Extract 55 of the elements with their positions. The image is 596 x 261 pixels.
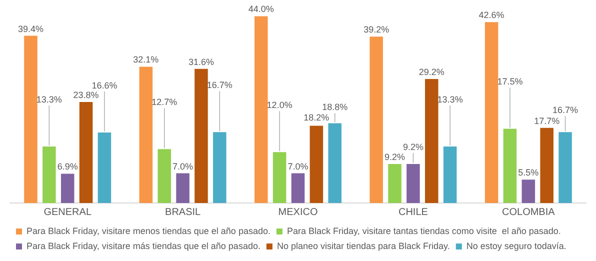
x-tick-label: MEXICO: [278, 206, 318, 218]
data-label: 18.8%: [322, 102, 348, 112]
x-tick-label: CHILE: [398, 206, 428, 218]
bar: [310, 126, 324, 203]
data-label: 42.6%: [478, 10, 504, 20]
data-label: 16.7%: [552, 105, 578, 116]
x-tick-label: BRASIL: [165, 206, 202, 218]
legend-label: No estoy seguro todavía.: [466, 240, 566, 251]
bar: [24, 36, 38, 203]
data-label: 7.0%: [172, 161, 194, 172]
bar: [291, 173, 305, 203]
data-label: 9.2%: [384, 152, 406, 162]
data-label: 32.1%: [133, 54, 159, 65]
data-label: 17.7%: [534, 116, 560, 126]
bar: [484, 22, 498, 203]
x-tick-label: COLOMBIA: [502, 206, 556, 218]
data-label: 31.6%: [188, 56, 214, 67]
legend-label: No planeo visitar tiendas para Black Friday.: [276, 240, 450, 251]
bar: [443, 146, 457, 203]
bar: [194, 68, 208, 203]
bar: [406, 164, 420, 203]
bar: [540, 128, 554, 203]
bar: [370, 36, 383, 203]
bar: [503, 128, 517, 203]
bar: [272, 152, 286, 203]
legend-label: Para Black Friday, visitare tantas tiendas como visite el año pasado.: [286, 226, 561, 236]
bar: [60, 174, 74, 203]
data-label: 44.0%: [248, 4, 274, 14]
data-label: 29.2%: [418, 67, 444, 78]
bar: [213, 132, 226, 203]
data-label: 17.5%: [497, 76, 523, 87]
legend-label: Para Black Friday, visitare más tiendas que el año pasado.: [26, 240, 260, 251]
data-label: 5.5%: [518, 168, 539, 178]
bar: [158, 149, 172, 203]
bar: [522, 180, 536, 203]
data-label: 23.8%: [73, 90, 99, 100]
bar: [98, 132, 112, 203]
bar: [79, 102, 93, 203]
bar: [328, 123, 342, 203]
legend-label: Para Black Friday, visitare menos tiendas que el año pasado.: [26, 226, 270, 236]
bar: [388, 164, 402, 203]
bar: [424, 79, 438, 203]
x-tick-label: GENERAL: [44, 206, 92, 218]
data-label: 39.2%: [364, 24, 390, 35]
bar: [176, 173, 190, 203]
data-label: 6.9%: [57, 162, 78, 172]
data-label: 9.2%: [402, 142, 424, 152]
bar: [558, 132, 572, 203]
data-label: 7.0%: [288, 161, 308, 172]
bar: [254, 16, 268, 203]
bar: [139, 66, 153, 203]
data-label: 39.4%: [18, 24, 44, 34]
bar: [42, 146, 56, 203]
data-label: 18.2%: [304, 112, 330, 123]
data-label: 16.6%: [92, 80, 118, 91]
